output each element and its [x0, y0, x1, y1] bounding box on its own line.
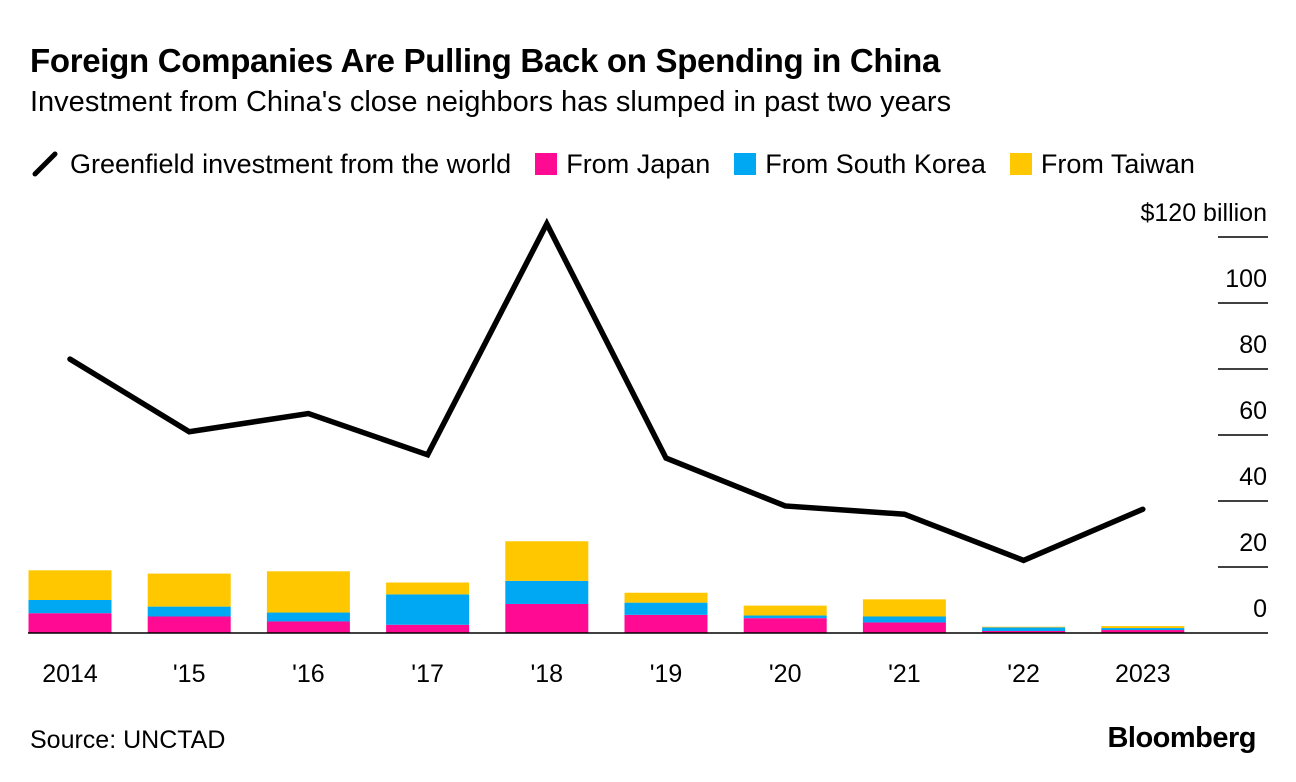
legend-label-taiwan: From Taiwan [1040, 148, 1195, 179]
chart-subtitle: Investment from China's close neighbors … [30, 86, 952, 118]
bar-from-south-korea [743, 615, 827, 619]
bar-from-south-korea [386, 594, 470, 625]
bar-from-south-korea [28, 600, 112, 614]
taiwan-swatch-icon [1009, 153, 1032, 175]
y-tick-label: $120 billion [1141, 199, 1268, 227]
bar-from-taiwan [147, 573, 231, 607]
bar-from-south-korea [862, 616, 946, 623]
legend-item-korea: From South Korea [734, 149, 986, 180]
legend: Greenfield investment from the world Fro… [30, 146, 1195, 182]
x-tick-label: '20 [769, 660, 802, 688]
bar-from-japan [743, 618, 827, 633]
x-tick-label: 2014 [42, 660, 98, 688]
bar-from-japan [28, 613, 112, 633]
legend-label-japan: From Japan [566, 148, 711, 179]
bar-from-south-korea [147, 606, 231, 617]
y-tick-label: 40 [1239, 463, 1267, 491]
bar-from-taiwan [386, 582, 470, 595]
chart-plot: 0 20 40 60 80 100 $120 billion 2014 '15 '16 '17 '18… [28, 199, 1268, 688]
bar-from-south-korea [1101, 628, 1185, 631]
x-tick-label: '16 [292, 660, 325, 688]
y-tick-label: 60 [1239, 397, 1267, 425]
line-series-world [67, 217, 1146, 564]
bar-from-taiwan [624, 592, 708, 603]
legend-item-taiwan: From Taiwan [1009, 148, 1195, 180]
legend-label-world: Greenfield investment from the world [70, 148, 512, 179]
legend-item-japan: From Japan [535, 149, 710, 180]
x-tick-label: '19 [650, 660, 683, 688]
x-tick-label: '17 [411, 660, 444, 688]
x-tick-label: '18 [531, 660, 564, 688]
bar-from-japan [862, 622, 946, 633]
bar-from-japan [386, 624, 470, 633]
bar-from-south-korea [266, 612, 350, 622]
y-tick-label: 20 [1239, 529, 1267, 557]
bar-from-japan [982, 631, 1066, 633]
y-tick-label: 100 [1225, 265, 1267, 293]
legend-item-world: Greenfield investment from the world [30, 149, 511, 180]
bar-from-taiwan [28, 570, 112, 600]
y-tick-label: 80 [1239, 331, 1267, 359]
bar-from-taiwan [862, 599, 946, 617]
bar-from-taiwan [266, 571, 350, 613]
y-tick-label: 0 [1253, 595, 1267, 623]
bar-from-japan [147, 616, 231, 633]
bar-from-taiwan [505, 541, 589, 581]
brand-logo: Bloomberg [1107, 722, 1256, 754]
source-note: Source: UNCTAD [30, 726, 226, 754]
x-tick-label: '15 [173, 660, 206, 688]
bar-from-taiwan [982, 626, 1066, 628]
x-tick-label: '21 [888, 660, 921, 688]
bar-from-south-korea [505, 580, 589, 604]
bar-from-japan [624, 614, 708, 633]
x-tick-label: 2023 [1115, 660, 1171, 688]
bar-from-japan [266, 621, 350, 633]
bar-from-japan [505, 603, 589, 633]
x-tick-label: '22 [1007, 660, 1040, 688]
korea-swatch-icon [734, 153, 757, 175]
bar-from-taiwan [743, 605, 827, 616]
chart-title: Foreign Companies Are Pulling Back on Sp… [30, 42, 941, 79]
line-series-icon [32, 151, 58, 177]
bar-from-japan [1101, 630, 1185, 633]
legend-label-korea: From South Korea [765, 148, 986, 179]
bar-from-south-korea [624, 602, 708, 615]
japan-swatch-icon [535, 153, 558, 175]
bar-from-south-korea [982, 627, 1066, 632]
bar-from-taiwan [1101, 626, 1185, 629]
